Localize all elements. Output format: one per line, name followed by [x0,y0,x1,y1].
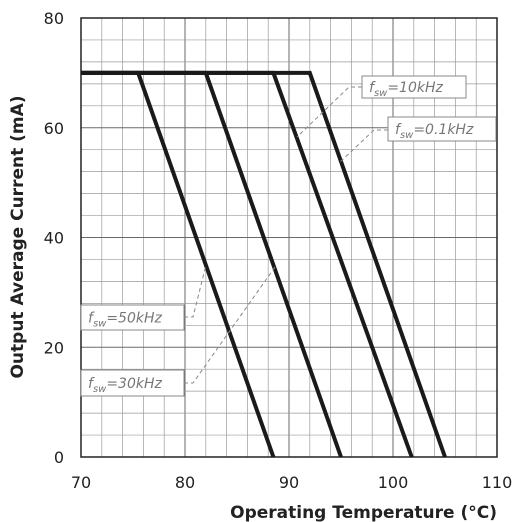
annotation-leader [184,266,276,384]
x-axis-title: Operating Temperature (°C) [230,503,497,522]
y-tick-label: 80 [44,9,64,28]
annotation-label: fsw=10kHz [369,80,444,99]
annotation-box [80,304,185,331]
grid [81,18,497,457]
y-axis-title: Output Average Current (mA) [8,95,28,378]
series-line [81,70,343,458]
annotation-label: fsw=0.1kHz [395,122,474,141]
annotation-box [387,116,497,142]
y-tick-label: 20 [44,338,64,357]
plot-frame [80,17,498,458]
annotation-leader [338,129,388,164]
y-tick-label: 60 [44,119,64,138]
annotation-label: fsw=50kHz [88,311,163,330]
series-line [81,70,414,458]
series-lines [81,70,447,458]
annotations: fsw=10kHz fsw=0.1kHz fsw=50kHz fsw=30kHz [80,75,497,397]
y-tick-label: 0 [54,448,64,467]
x-tick-label: 100 [378,473,409,492]
series-line [81,70,447,458]
annotation-box [361,75,467,99]
x-tick-label: 80 [175,473,195,492]
y-tick-labels: 0 20 40 60 80 [44,9,64,467]
y-tick-label: 40 [44,229,64,248]
annotation-leader [184,264,207,318]
annotation-label: fsw=30kHz [88,376,163,395]
annotation-box [80,369,185,397]
x-tick-label: 70 [71,473,91,492]
x-tick-label: 110 [482,473,513,492]
x-tick-labels: 70 80 90 100 110 [71,473,512,492]
x-tick-label: 90 [279,473,299,492]
series-line [81,70,276,458]
